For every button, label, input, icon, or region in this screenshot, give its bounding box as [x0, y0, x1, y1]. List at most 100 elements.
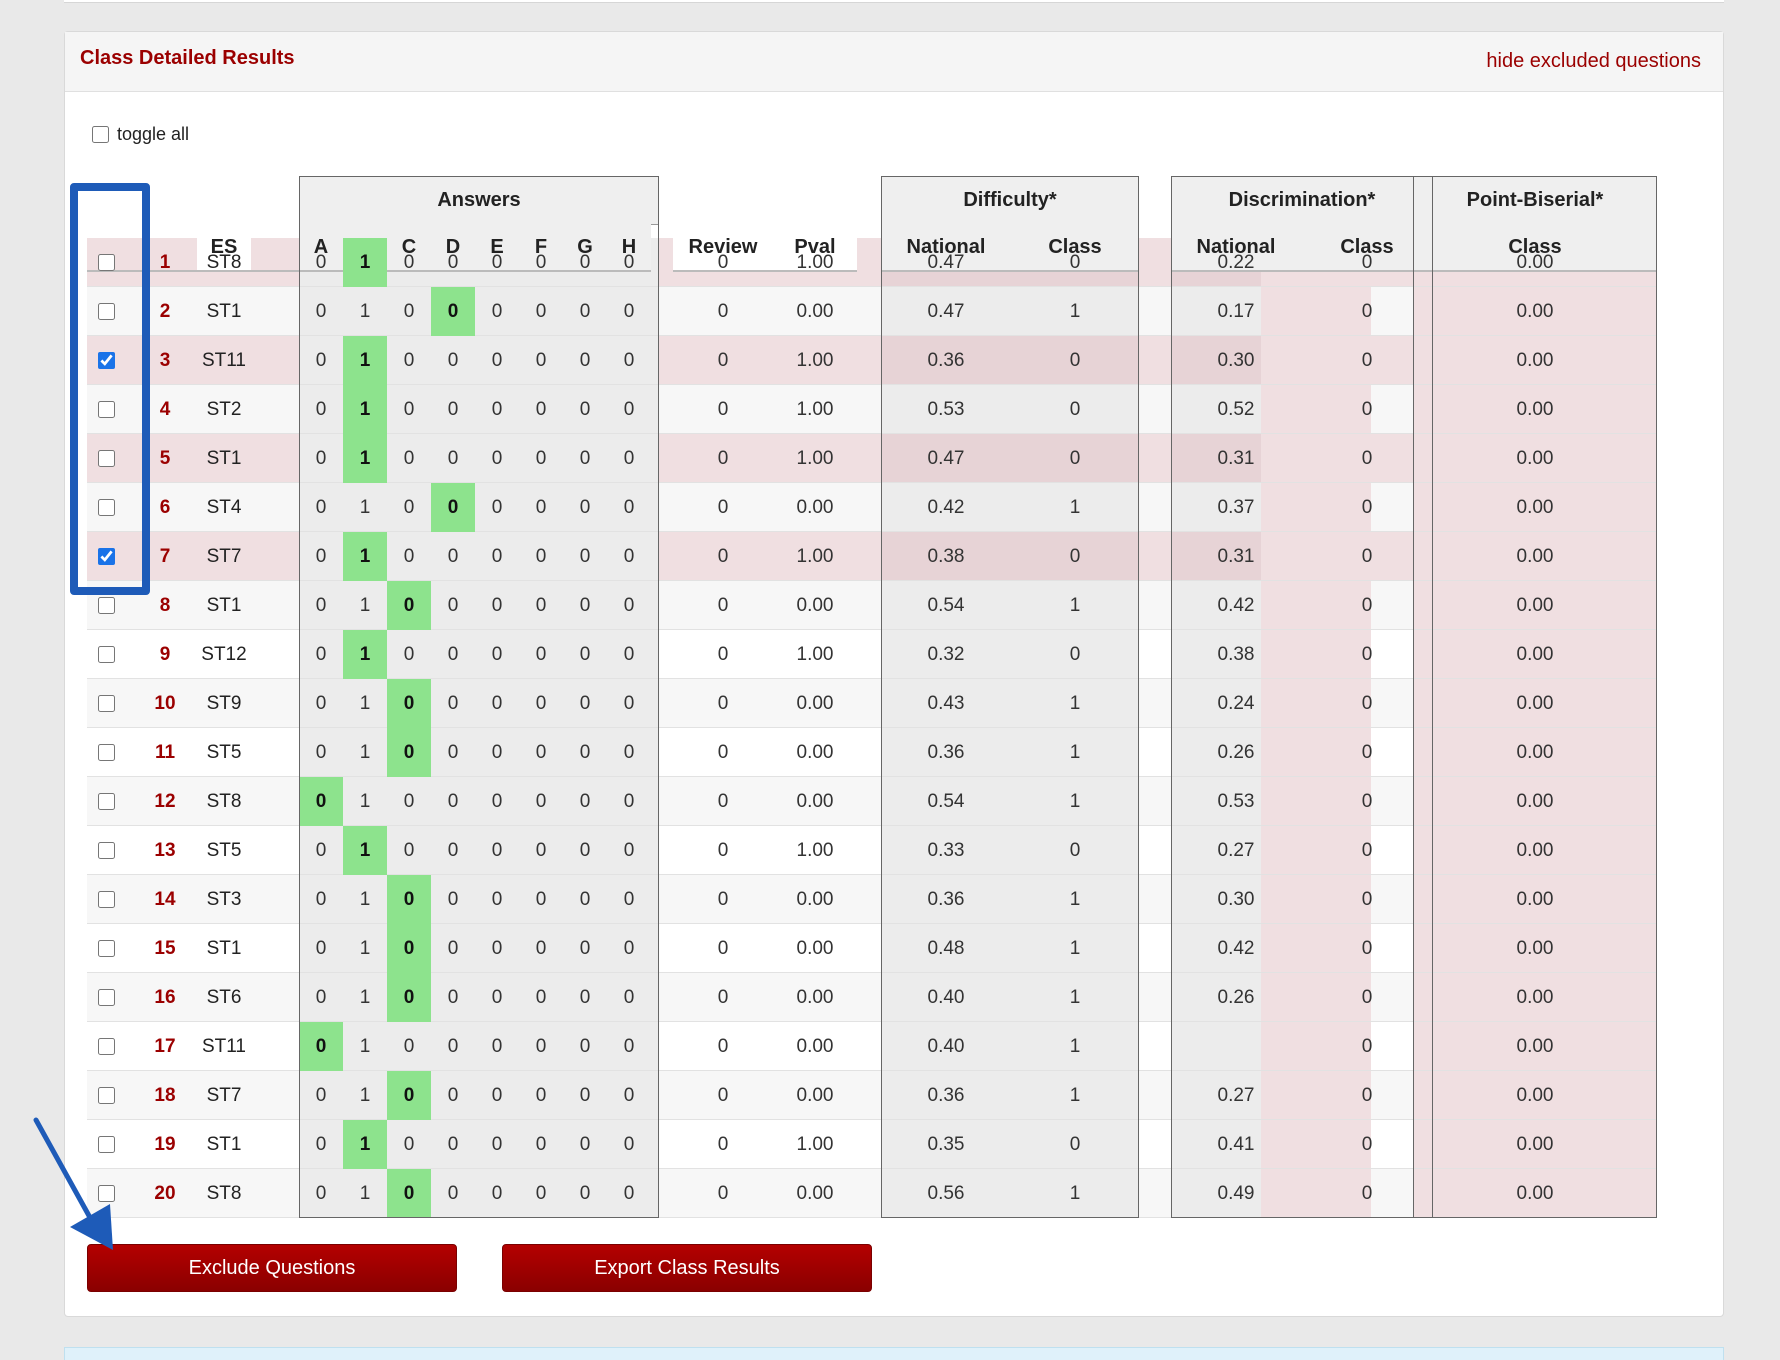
question-exclude-checkbox[interactable] [98, 1087, 115, 1104]
point-biserial-value: 0.00 [1516, 1085, 1554, 1106]
answer-count-cell: 0 [403, 1036, 415, 1057]
question-row-checkbox-cell[interactable] [87, 385, 125, 434]
question-row-checkbox-cell[interactable] [87, 728, 125, 777]
answer-count-cell: 0 [579, 938, 591, 959]
discrimination-class-value: 0 [1361, 301, 1373, 322]
question-exclude-checkbox[interactable] [98, 646, 115, 663]
question-row-checkbox-cell[interactable] [87, 679, 125, 728]
question-row-checkbox-cell[interactable] [87, 532, 125, 581]
answer-count-cell: 0 [579, 546, 591, 567]
question-row-checkbox-cell[interactable] [87, 238, 125, 287]
question-exclude-checkbox[interactable] [98, 303, 115, 320]
discrimination-class-value: 0 [1361, 399, 1373, 420]
question-number: 10 [154, 693, 176, 714]
correct-answer-cell: 0 [387, 1169, 431, 1218]
difficulty-class-value: 1 [1069, 742, 1081, 763]
question-exclude-checkbox[interactable] [98, 401, 115, 418]
difficulty-class-value: 1 [1069, 987, 1081, 1008]
question-row-checkbox-cell[interactable] [87, 581, 125, 630]
question-number: 15 [154, 938, 176, 959]
row-background [1139, 826, 1171, 875]
question-row-checkbox-cell[interactable] [87, 777, 125, 826]
answer-f-column-header: F [519, 224, 563, 272]
question-exclude-checkbox[interactable] [98, 793, 115, 810]
row-divider [87, 1021, 1657, 1022]
question-exclude-checkbox[interactable] [98, 695, 115, 712]
discrimination-national-value: 0.17 [1217, 301, 1255, 322]
question-exclude-checkbox[interactable] [98, 499, 115, 516]
pval-value: 1.00 [796, 1134, 834, 1155]
question-exclude-checkbox[interactable] [98, 352, 115, 369]
question-row-checkbox-cell[interactable] [87, 826, 125, 875]
answer-count-cell: 0 [447, 840, 459, 861]
question-row-checkbox-cell[interactable] [87, 630, 125, 679]
correct-answer-cell: 1 [343, 826, 387, 875]
row-background [87, 973, 299, 1022]
row-background [1371, 532, 1413, 581]
point-biserial-value: 0.00 [1516, 840, 1554, 861]
question-row-checkbox-cell[interactable] [87, 1120, 125, 1169]
answer-count-cell: 0 [623, 840, 635, 861]
correct-answer-cell: 0 [299, 1022, 343, 1071]
question-number: 6 [159, 497, 171, 518]
pointer-arrow-icon [33, 1117, 113, 1250]
question-row-checkbox-cell[interactable] [87, 287, 125, 336]
discrimination-class-value: 0 [1361, 497, 1373, 518]
class-detailed-results-panel: Class Detailed Results hide excluded que… [64, 31, 1724, 1317]
question-row-checkbox-cell[interactable] [87, 434, 125, 483]
row-divider [87, 335, 1657, 336]
difficulty-class-value: 0 [1069, 448, 1081, 469]
answer-count-cell: 0 [579, 1183, 591, 1204]
question-exclude-checkbox[interactable] [98, 940, 115, 957]
answer-count-cell: 0 [491, 595, 503, 616]
answer-count-cell: 0 [447, 644, 459, 665]
es-standard: ST1 [206, 595, 242, 616]
question-number: 2 [159, 301, 171, 322]
pval-value: 1.00 [796, 840, 834, 861]
question-exclude-checkbox[interactable] [98, 891, 115, 908]
difficulty-class-value: 1 [1069, 889, 1081, 910]
question-exclude-checkbox[interactable] [98, 1038, 115, 1055]
row-background [1371, 1120, 1413, 1169]
pval-column-header: Pval [773, 224, 857, 272]
question-row-checkbox-cell[interactable] [87, 1169, 125, 1218]
export-class-results-button[interactable]: Export Class Results [502, 1244, 872, 1292]
es-standard: ST1 [206, 1134, 242, 1155]
point-biserial-value: 0.00 [1516, 1134, 1554, 1155]
answer-count-cell: 0 [447, 1036, 459, 1057]
question-row-checkbox-cell[interactable] [87, 924, 125, 973]
question-exclude-checkbox[interactable] [98, 1136, 115, 1153]
question-exclude-checkbox[interactable] [98, 842, 115, 859]
question-exclude-checkbox[interactable] [98, 989, 115, 1006]
question-exclude-checkbox[interactable] [98, 254, 115, 271]
question-row-checkbox-cell[interactable] [87, 973, 125, 1022]
toggle-all-checkbox[interactable] [92, 126, 109, 143]
exclude-questions-button[interactable]: Exclude Questions [87, 1244, 457, 1292]
question-row-checkbox-cell[interactable] [87, 1071, 125, 1120]
question-row-checkbox-cell[interactable] [87, 875, 125, 924]
difficulty-national-value: 0.32 [927, 644, 965, 665]
question-exclude-checkbox[interactable] [98, 744, 115, 761]
row-background [1371, 483, 1413, 532]
row-background [659, 1120, 881, 1169]
question-exclude-checkbox[interactable] [98, 450, 115, 467]
point-biserial-value: 0.00 [1516, 1036, 1554, 1057]
correct-answer-cell: 1 [343, 336, 387, 385]
question-row-checkbox-cell[interactable] [87, 483, 125, 532]
difficulty-national-value: 0.56 [927, 1183, 965, 1204]
discrimination-class-value: 0 [1361, 1085, 1373, 1106]
question-exclude-checkbox[interactable] [98, 548, 115, 565]
hide-excluded-questions-link[interactable]: hide excluded questions [1486, 50, 1701, 72]
discrimination-class-value: 0 [1361, 252, 1373, 273]
toggle-all-control[interactable]: toggle all [92, 124, 189, 145]
question-row-checkbox-cell[interactable] [87, 1022, 125, 1071]
question-exclude-checkbox[interactable] [98, 597, 115, 614]
row-background [1371, 287, 1413, 336]
review-value: 0 [717, 742, 729, 763]
pval-value: 0.00 [796, 1085, 834, 1106]
answer-count-cell: 0 [447, 693, 459, 714]
row-background [87, 875, 299, 924]
question-exclude-checkbox[interactable] [98, 1185, 115, 1202]
question-row-checkbox-cell[interactable] [87, 336, 125, 385]
review-value: 0 [717, 497, 729, 518]
